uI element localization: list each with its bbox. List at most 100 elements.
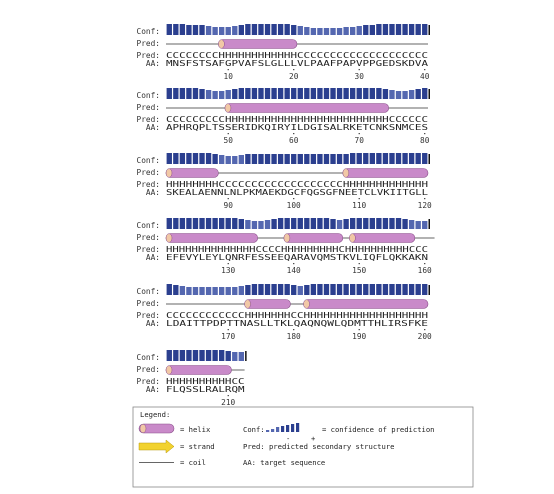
position-number: 170 — [221, 332, 235, 341]
confidence-bar — [317, 284, 323, 295]
position-tick — [227, 395, 229, 397]
helix-cap — [244, 299, 251, 309]
confidence-bar — [258, 24, 264, 35]
structure-track — [166, 103, 428, 113]
position-tick — [227, 329, 229, 331]
confidence-bar — [284, 24, 290, 35]
legend-conf-bar — [276, 427, 280, 432]
confidence-bar — [271, 88, 277, 99]
aa-row-label: AA: — [146, 253, 160, 262]
confidence-bar — [369, 88, 375, 99]
confidence-bar — [232, 287, 238, 295]
position-number: 120 — [418, 201, 432, 210]
confidence-bar — [363, 153, 369, 164]
confidence-bar — [205, 153, 212, 164]
confidence-bar — [192, 25, 199, 35]
confidence-bar — [350, 153, 356, 164]
confidence-bar — [251, 284, 258, 295]
confidence-bar — [376, 153, 382, 164]
confidence-end-marker — [245, 351, 247, 361]
aa-sequence: MNSFSTSAFGPVAFSLGLLLVLPAAFPAPVPPGEDSKDVA — [166, 59, 428, 68]
confidence-bar — [238, 219, 244, 229]
confidence-bar — [225, 27, 231, 35]
confidence-bar — [363, 88, 369, 99]
confidence-bar — [291, 25, 297, 35]
helix-segment — [165, 168, 219, 178]
confidence-bar — [422, 153, 428, 164]
confidence-bar — [310, 284, 317, 295]
confidence-bar — [415, 284, 421, 295]
helix-cap — [342, 168, 350, 178]
block-5: Conf:Pred:Pred:AA:CCCCCCCCCCCCHHHHHHHCCH… — [137, 284, 432, 341]
confidence-bar — [219, 91, 225, 99]
aa-sequence: APHRQPLTSSERIDKQIRYILDGISALRKETCNKSNMCES — [166, 123, 428, 132]
confidence-bar — [192, 350, 199, 361]
confidence-bar — [264, 284, 271, 295]
confidence-end-marker — [428, 154, 430, 164]
confidence-bar — [225, 351, 231, 361]
position-number: 160 — [418, 266, 432, 275]
position-number: 60 — [289, 136, 299, 145]
confidence-bar — [376, 88, 382, 99]
confidence-bar — [258, 221, 264, 229]
helix-cap — [165, 233, 173, 243]
confidence-end-marker — [428, 285, 430, 295]
confidence-bar — [350, 284, 356, 295]
helix-segment — [283, 233, 344, 243]
confidence-bar — [382, 153, 389, 164]
confidence-bar — [369, 25, 375, 35]
block-1: Conf:Pred:Pred:AA:CCCCCCCCHHHHHHHHHHHHCC… — [137, 24, 430, 81]
position-number: 40 — [420, 72, 430, 81]
confidence-bar — [238, 155, 244, 164]
position-number: 190 — [352, 332, 366, 341]
confidence-bar — [219, 350, 225, 361]
structure-track — [166, 299, 429, 309]
confidence-bar — [258, 154, 264, 164]
confidence-bar — [166, 88, 172, 99]
confidence-bar — [179, 24, 186, 35]
confidence-bar — [395, 218, 402, 229]
aa-sequence: SKEALAENNLNLPKMAEKDGCFQGSGFNEETCLVKIITGL… — [166, 188, 428, 197]
position-number: 10 — [224, 72, 234, 81]
confidence-bar — [212, 218, 218, 229]
confidence-bar — [166, 153, 172, 164]
position-number: 80 — [420, 136, 430, 145]
confidence-bar — [166, 350, 172, 361]
helix-segment — [342, 168, 429, 178]
confidence-bar — [284, 284, 290, 295]
position-tick — [424, 329, 426, 331]
confidence-bar — [376, 24, 382, 35]
helix-segment — [165, 365, 232, 375]
helix-cap — [303, 299, 310, 309]
confidence-bar — [343, 284, 349, 295]
structure-track — [165, 168, 429, 178]
position-number: 110 — [352, 201, 366, 210]
confidence-bar — [336, 154, 343, 164]
position-tick — [358, 69, 360, 71]
helix-cap — [349, 233, 356, 243]
confidence-bar — [408, 24, 415, 35]
confidence-bar — [356, 26, 362, 35]
confidence-bar — [186, 218, 192, 229]
position-tick — [424, 133, 426, 135]
pred-sequence: CCCCCCCCCHHHHHHHHHHHHHHHHHHHHHHHHHCCCCCC — [166, 115, 428, 124]
confidence-bar — [232, 26, 238, 35]
confidence-bar — [336, 28, 343, 35]
legend-pred-desc: Pred: predicted secondary structure — [243, 442, 394, 451]
legend-conf-bar — [286, 425, 290, 432]
confidence-bar — [166, 284, 172, 295]
confidence-bar — [173, 285, 179, 295]
position-number: 90 — [224, 201, 234, 210]
pred-seq-row-label: Pred: — [137, 245, 160, 254]
position-tick — [293, 263, 295, 265]
confidence-bar — [291, 154, 297, 164]
confidence-bar — [402, 153, 408, 164]
legend-aa-desc: AA: target sequence — [243, 458, 325, 467]
confidence-bar — [258, 88, 264, 99]
helix-cap — [224, 103, 232, 113]
confidence-bar — [186, 287, 192, 295]
confidence-bar — [245, 88, 251, 99]
position-tick — [293, 133, 295, 135]
confidence-bar — [219, 155, 225, 164]
aa-row-label: AA: — [146, 319, 160, 328]
